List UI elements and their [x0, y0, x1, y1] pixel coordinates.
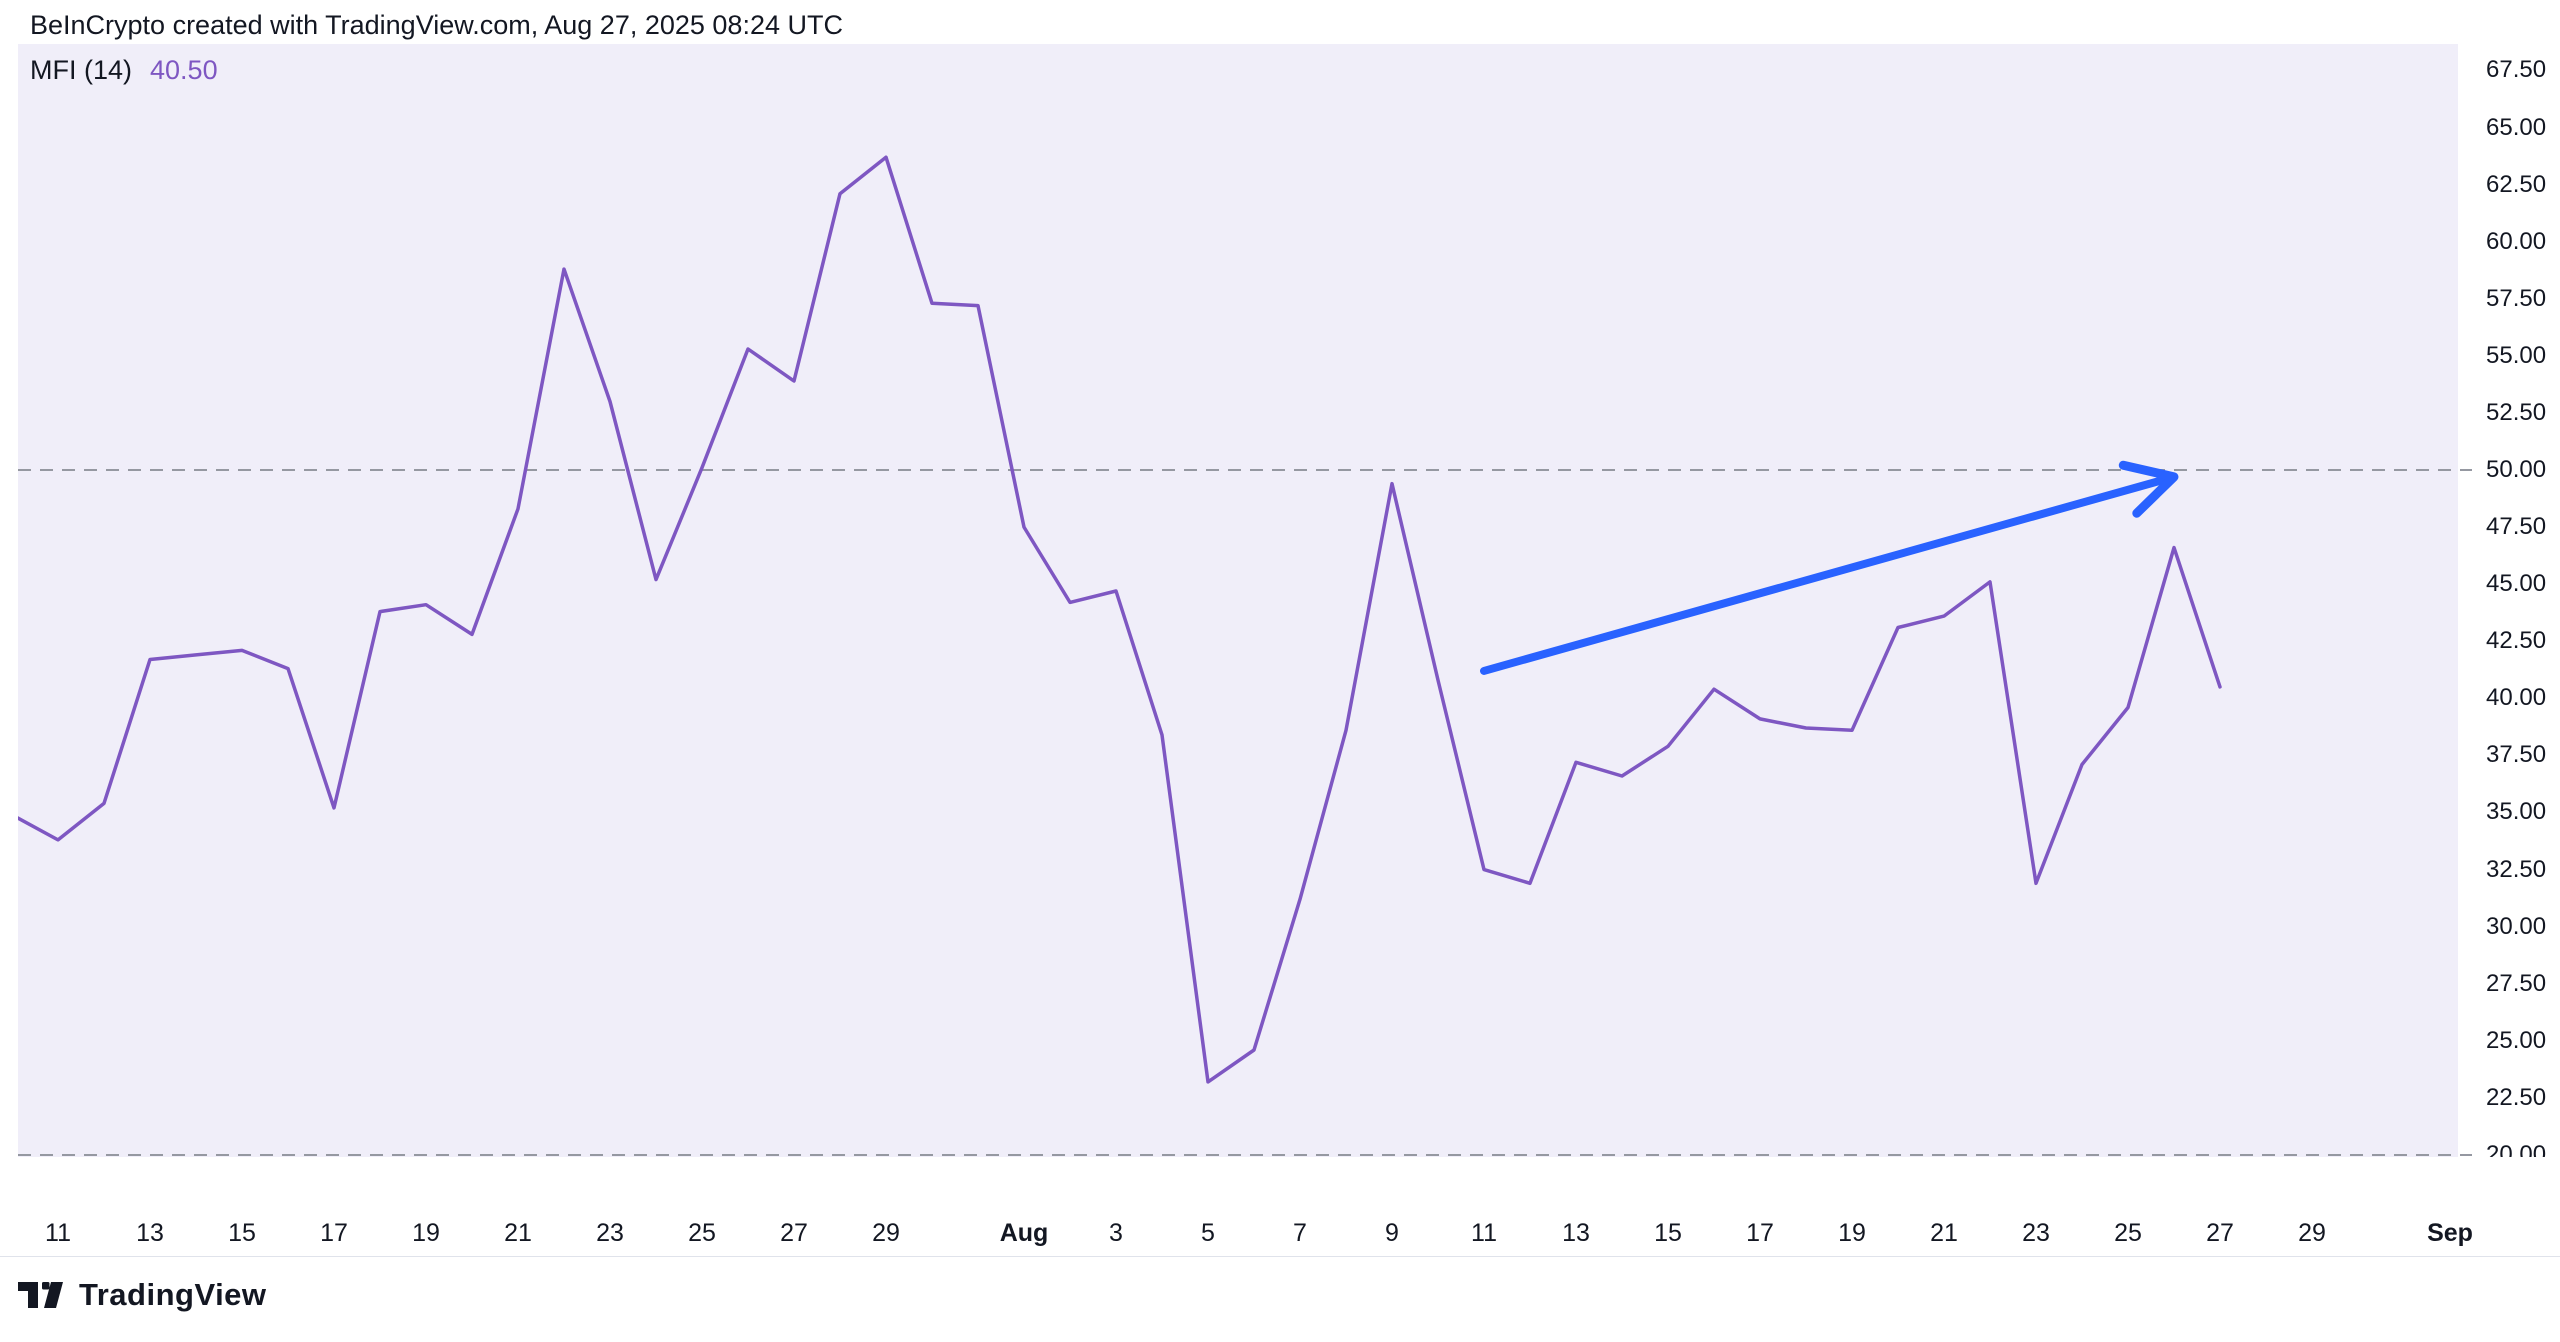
chart-pane[interactable]: MFI (14) 40.50: [18, 44, 2472, 1157]
y-tick-label: 37.50: [2486, 741, 2547, 768]
y-tick-label: 65.00: [2486, 114, 2547, 141]
x-tick-label: 29: [2298, 1219, 2326, 1247]
y-tick-label: 62.50: [2486, 171, 2547, 198]
y-tick-label: 55.00: [2486, 342, 2547, 369]
attribution-text: BeInCrypto created with TradingView.com,…: [30, 10, 843, 40]
plot-background: [18, 44, 2458, 1157]
x-tick-label: Sep: [2427, 1219, 2473, 1247]
x-tick-label: 21: [504, 1219, 532, 1247]
y-tick-label: 22.50: [2486, 1084, 2547, 1111]
y-tick-label: 35.00: [2486, 798, 2547, 825]
y-tick-label: 60.00: [2486, 228, 2547, 255]
y-tick-label: 42.50: [2486, 627, 2547, 654]
x-tick-label: 11: [45, 1219, 71, 1247]
y-tick-label: 67.50: [2486, 56, 2547, 83]
x-tick-label: 23: [596, 1219, 624, 1247]
x-tick-label: 15: [228, 1219, 256, 1247]
x-tick-label: 17: [320, 1219, 348, 1247]
tradingview-logo-text: TradingView: [79, 1277, 267, 1312]
indicator-name: MFI (14): [30, 55, 133, 85]
y-tick-label: 57.50: [2486, 285, 2547, 312]
mfi-chart-canvas[interactable]: [18, 44, 2472, 1157]
indicator-value: 40.50: [150, 55, 218, 85]
y-tick-label: 27.50: [2486, 970, 2547, 997]
x-tick-label: 27: [2206, 1219, 2234, 1247]
y-tick-label: 50.00: [2486, 456, 2547, 483]
x-tick-label: 11: [1471, 1219, 1497, 1247]
y-tick-label: 32.50: [2486, 856, 2547, 883]
x-tick-label: 5: [1201, 1219, 1215, 1247]
x-tick-label: Aug: [999, 1219, 1049, 1247]
y-tick-label: 30.00: [2486, 913, 2547, 940]
x-tick-label: 19: [412, 1219, 440, 1247]
indicator-legend[interactable]: MFI (14) 40.50: [30, 54, 218, 86]
time-axis[interactable]: 11 13 15 17 19 21 23 25 27 29 Aug 3 5 7 9 11 13 15 17 19 21 2…: [0, 1157, 2560, 1257]
y-tick-label: 25.00: [2486, 1027, 2547, 1054]
x-tick-label: 15: [1654, 1219, 1682, 1247]
x-tick-label: 25: [2114, 1219, 2142, 1247]
mfi-line[interactable]: [18, 155, 2222, 1084]
x-tick-label: 13: [136, 1219, 164, 1247]
x-tick-label: 13: [1562, 1219, 1590, 1247]
tradingview-logo-icon: [18, 1282, 63, 1308]
tradingview-logo[interactable]: TradingView: [18, 1277, 267, 1313]
x-tick-label: 23: [2022, 1219, 2050, 1247]
y-tick-label: 47.50: [2486, 513, 2547, 540]
y-tick-label: 40.00: [2486, 684, 2547, 711]
x-tick-label: 25: [688, 1219, 716, 1247]
price-axis[interactable]: 67.50 65.00 62.50 60.00 57.50 55.00 52.50 50.00…: [2472, 0, 2560, 1168]
x-tick-label: 17: [1746, 1219, 1774, 1247]
y-tick-label: 45.00: [2486, 570, 2547, 597]
x-tick-label: 9: [1385, 1219, 1399, 1247]
x-tick-label: 19: [1838, 1219, 1866, 1247]
trend-arrow[interactable]: [1480, 460, 2179, 675]
x-tick-label: 7: [1293, 1219, 1307, 1247]
x-tick-label: 3: [1109, 1219, 1123, 1247]
x-tick-label: 21: [1930, 1219, 1958, 1247]
x-tick-label: 27: [780, 1219, 808, 1247]
x-tick-label: 29: [872, 1219, 900, 1247]
y-tick-label: 52.50: [2486, 399, 2547, 426]
